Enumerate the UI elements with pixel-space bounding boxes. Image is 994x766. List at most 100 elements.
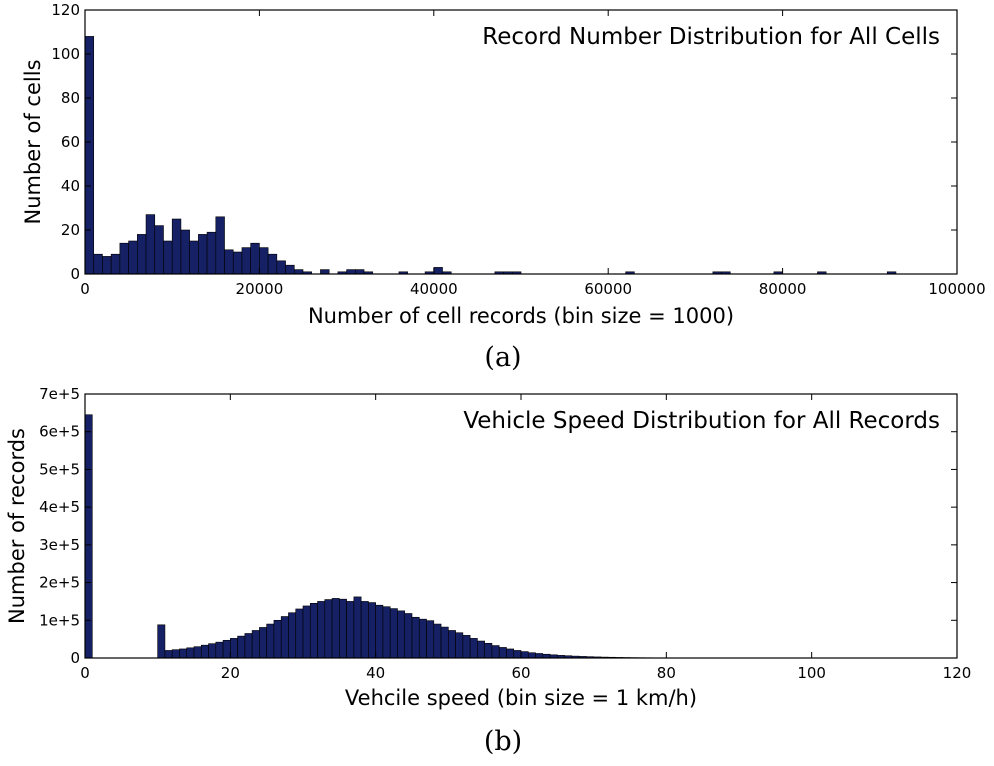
x-tick-label-a-2: 40000 [410, 280, 458, 298]
bar-b-17 [273, 619, 282, 659]
x-tick-label-b-4: 80 [657, 664, 676, 682]
bar-b-43 [462, 635, 471, 659]
bar-a-10 [171, 218, 182, 275]
chart-record-number-distribution: 0 20000 40000 60000 80000 100000 0 20 40 60 80 100 1… [21, 1, 986, 373]
x-tick-label-b-6: 120 [943, 664, 972, 682]
bar-b-44 [469, 638, 478, 659]
bar-b-34 [397, 610, 406, 659]
bar-b-42 [455, 632, 464, 659]
bar-a-17 [232, 251, 243, 275]
y-tick-label-a-5: 100 [51, 45, 80, 63]
bar-a-3 [110, 253, 121, 275]
bar-a-14 [206, 231, 217, 275]
bar-b-19 [288, 612, 297, 659]
bar-b-26 [339, 598, 347, 659]
y-tick-label-b-6: 6e+5 [39, 423, 80, 441]
bar-b-47 [491, 645, 500, 659]
bar-b-28 [353, 596, 362, 659]
bar-a-28 [346, 269, 356, 275]
bar-a-18 [241, 247, 251, 275]
bar-b-48 [498, 647, 507, 659]
bars-b [84, 414, 689, 659]
y-tick-label-a-1: 20 [61, 221, 80, 239]
bar-a-15 [215, 216, 225, 275]
y-tick-label-a-2: 40 [61, 177, 80, 195]
x-tick-label-b-2: 40 [366, 664, 385, 682]
x-tick-label-b-1: 20 [221, 664, 240, 682]
bar-b-39 [433, 623, 442, 659]
y-tick-label-b-7: 7e+5 [39, 385, 80, 403]
x-tick-label-b-3: 60 [511, 664, 530, 682]
bars-a [84, 36, 897, 275]
y-tick-label-b-4: 4e+5 [39, 498, 80, 516]
bar-b-53 [535, 653, 544, 659]
bar-a-9 [163, 240, 173, 275]
bar-b-10 [222, 639, 231, 659]
bar-b-2 [164, 650, 173, 659]
bar-b-30 [368, 602, 376, 659]
bar-a-8 [154, 225, 164, 275]
bar-b-8 [208, 643, 217, 659]
y-tick-label-a-6: 120 [51, 1, 80, 19]
bar-b-49 [506, 648, 515, 659]
bar-b-36 [411, 616, 420, 659]
bar-a-24 [293, 269, 304, 275]
y-tick-label-b-0: 0 [70, 649, 80, 667]
bar-b-13 [244, 633, 253, 659]
bar-b-33 [389, 608, 398, 659]
bar-b-11 [230, 638, 238, 659]
bar-b-31 [375, 604, 384, 659]
bar-b-22 [309, 603, 318, 659]
bar-a-21 [267, 253, 278, 275]
bar-b-37 [418, 618, 427, 659]
bar-b-18 [280, 616, 289, 659]
bar-b-35 [404, 613, 413, 659]
caption-b: (b) [484, 726, 522, 757]
x-tick-label-a-0: 0 [80, 280, 90, 298]
bar-b-51 [520, 651, 529, 659]
bar-a-23 [285, 264, 295, 275]
bar-a-20 [259, 247, 269, 275]
bar-b-6 [193, 646, 202, 659]
bar-a-33 [433, 267, 443, 275]
bar-b-27 [346, 601, 355, 659]
x-tick-label-a-4: 80000 [759, 280, 807, 298]
bar-b-25 [331, 598, 340, 659]
x-axis-label-a: Number of cell records (bin size = 1000) [308, 304, 734, 328]
x-tick-label-a-5: 100000 [928, 280, 985, 298]
y-tick-label-b-1: 1e+5 [39, 611, 80, 629]
x-axis-label-b: Vehcile speed (bin size = 1 km/h) [345, 686, 697, 710]
bar-b-40 [440, 626, 449, 659]
bar-b-5 [186, 647, 195, 659]
y-tick-label-b-5: 5e+5 [39, 460, 80, 478]
bar-a-26 [320, 269, 330, 275]
bar-b-24 [324, 599, 333, 659]
bar-b-50 [513, 650, 522, 659]
bar-b-7 [200, 644, 209, 659]
bar-a-16 [224, 249, 234, 275]
bar-a-7 [145, 214, 156, 275]
bar-b-38 [426, 620, 435, 659]
bar-a-11 [180, 229, 190, 275]
x-tick-label-a-1: 20000 [236, 280, 284, 298]
bar-b-15 [259, 627, 267, 659]
bar-a-13 [198, 234, 208, 275]
bar-b-16 [266, 623, 275, 659]
bar-a-2 [102, 256, 112, 275]
bar-a-6 [137, 234, 147, 275]
bar-b-23 [317, 601, 326, 659]
y-tick-label-b-3: 3e+5 [39, 536, 80, 554]
bar-b-45 [477, 640, 485, 659]
bar-b-41 [448, 630, 456, 659]
bar-b-1 [157, 624, 166, 659]
bar-b-9 [215, 641, 224, 659]
bar-a-1 [93, 253, 103, 275]
bar-a-12 [189, 240, 199, 275]
bar-a-22 [276, 260, 286, 275]
bar-b-46 [484, 642, 493, 659]
bar-b-32 [382, 606, 391, 659]
y-axis-label-a: Number of cells [21, 59, 45, 224]
ticks-a: 0 20000 40000 60000 80000 100000 0 20 40 60 80 100 1… [51, 1, 985, 298]
y-tick-label-a-4: 80 [61, 89, 80, 107]
